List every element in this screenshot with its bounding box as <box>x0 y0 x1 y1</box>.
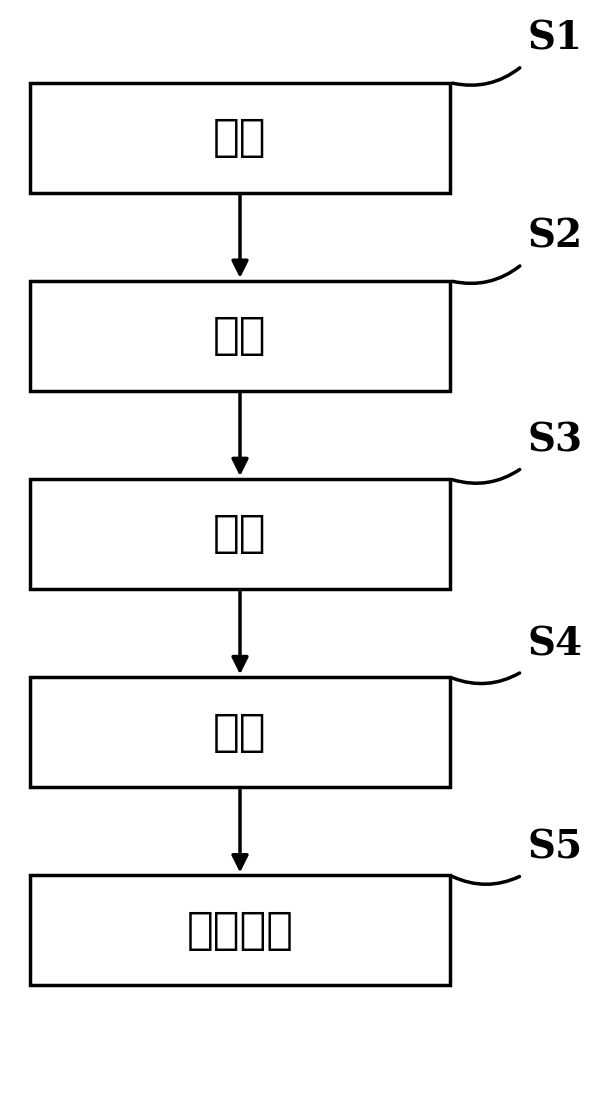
Text: 轧制: 轧制 <box>213 710 267 754</box>
Bar <box>30 479 450 589</box>
Text: S2: S2 <box>528 218 583 255</box>
Bar <box>30 677 450 787</box>
Text: S4: S4 <box>528 625 583 663</box>
FancyArrowPatch shape <box>452 469 520 483</box>
Text: S5: S5 <box>528 829 583 866</box>
Bar <box>30 281 450 391</box>
Text: 表面处理: 表面处理 <box>187 908 293 952</box>
Bar <box>30 83 450 193</box>
Text: S1: S1 <box>528 20 583 57</box>
Text: S3: S3 <box>528 422 583 459</box>
Text: 压型: 压型 <box>213 314 267 358</box>
Text: 烧结: 烧结 <box>213 512 267 556</box>
Bar <box>30 875 450 985</box>
FancyArrowPatch shape <box>453 68 520 85</box>
Text: 投料: 投料 <box>213 116 267 160</box>
FancyArrowPatch shape <box>452 673 520 684</box>
FancyArrowPatch shape <box>453 266 520 283</box>
FancyArrowPatch shape <box>452 876 520 884</box>
